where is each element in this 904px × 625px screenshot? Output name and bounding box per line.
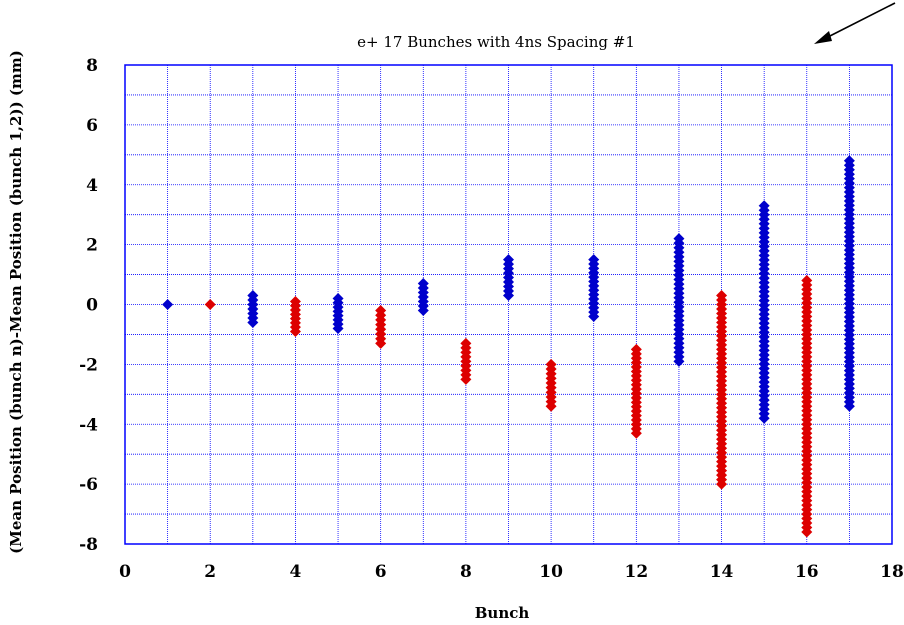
data-point bbox=[843, 155, 855, 167]
data-point bbox=[630, 343, 642, 355]
data-point bbox=[460, 337, 472, 349]
y-tick-label: -6 bbox=[79, 475, 98, 495]
y-tick-label: 2 bbox=[86, 236, 98, 256]
data-point bbox=[503, 254, 514, 266]
y-tick-label: -8 bbox=[79, 535, 98, 555]
y-tick-label: 8 bbox=[86, 56, 98, 76]
grid-lines bbox=[125, 65, 892, 544]
x-axis-label: Bunch bbox=[475, 604, 530, 622]
data-point bbox=[417, 278, 429, 290]
data-point bbox=[588, 254, 600, 266]
annotation-arrow bbox=[814, 2, 896, 44]
data-point bbox=[247, 290, 259, 302]
x-tick-label: 2 bbox=[204, 562, 216, 582]
data-point bbox=[545, 358, 557, 370]
plot-frame bbox=[124, 64, 893, 545]
y-tick-label: 6 bbox=[86, 116, 98, 136]
x-tick-label: 6 bbox=[375, 562, 387, 582]
x-tick-label: 8 bbox=[460, 562, 472, 582]
x-tick-label: 10 bbox=[539, 562, 563, 582]
data-point bbox=[673, 233, 685, 245]
y-tick-label: -4 bbox=[79, 415, 98, 435]
x-tick-label: 4 bbox=[290, 562, 302, 582]
data-point bbox=[289, 296, 301, 308]
y-tick-label: 0 bbox=[86, 296, 98, 316]
y-axis-label: (Mean Position (bunch n)-Mean Position (… bbox=[7, 50, 25, 554]
x-tick-labels: 0 2 4 6 8 10 12 14 16 18 bbox=[119, 562, 904, 582]
data-point bbox=[162, 299, 174, 310]
x-tick-label: 18 bbox=[880, 562, 904, 582]
chart-title: e+ 17 Bunches with 4ns Spacing #1 bbox=[357, 33, 635, 51]
data-point bbox=[375, 304, 387, 316]
x-tick-label: 0 bbox=[119, 562, 131, 582]
x-tick-label: 14 bbox=[710, 562, 734, 582]
x-tick-label: 12 bbox=[624, 562, 648, 582]
y-tick-labels: -8 -6 -4 -2 0 2 4 6 8 bbox=[79, 56, 98, 555]
x-tick-label: 16 bbox=[795, 562, 819, 582]
data-point bbox=[758, 200, 770, 212]
data-point bbox=[801, 275, 813, 287]
data-points bbox=[162, 155, 855, 538]
y-tick-label: 4 bbox=[86, 176, 98, 196]
data-point bbox=[716, 290, 728, 302]
y-tick-label: -2 bbox=[79, 355, 98, 375]
data-point bbox=[332, 293, 344, 305]
data-point bbox=[204, 299, 216, 310]
